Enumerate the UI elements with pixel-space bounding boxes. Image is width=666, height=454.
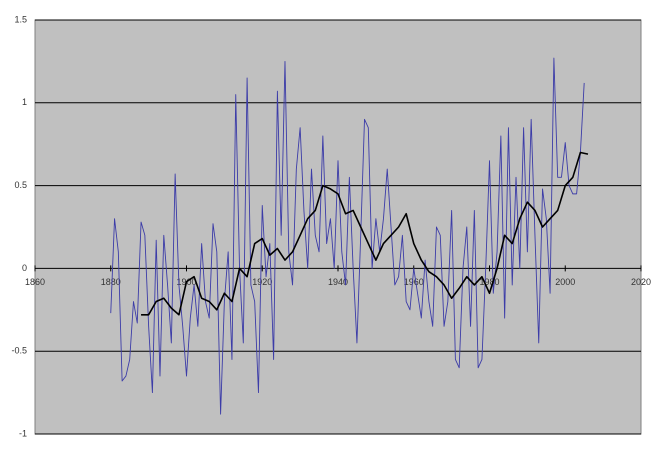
plot-area [34, 19, 642, 435]
x-tick-label: 1880 [101, 277, 121, 287]
x-tick-label: 2020 [631, 277, 651, 287]
series-line [141, 151, 589, 316]
y-tick-label: -0.5 [11, 346, 27, 356]
y-tick-label: 1.5 [14, 14, 27, 24]
x-tick-label: 1960 [404, 277, 424, 287]
x-tick-label: 1940 [328, 277, 348, 287]
x-tick-label: 2000 [555, 277, 575, 287]
series-line [110, 57, 585, 415]
x-tick-label: 1980 [479, 277, 499, 287]
x-tick-label: 1860 [25, 277, 45, 287]
x-tick-label: 1920 [252, 277, 272, 287]
y-tick-label: 0 [22, 263, 27, 273]
y-tick-label: 0.5 [14, 180, 27, 190]
y-tick-label: 1 [22, 97, 27, 107]
y-tick-label: -1 [19, 428, 27, 438]
